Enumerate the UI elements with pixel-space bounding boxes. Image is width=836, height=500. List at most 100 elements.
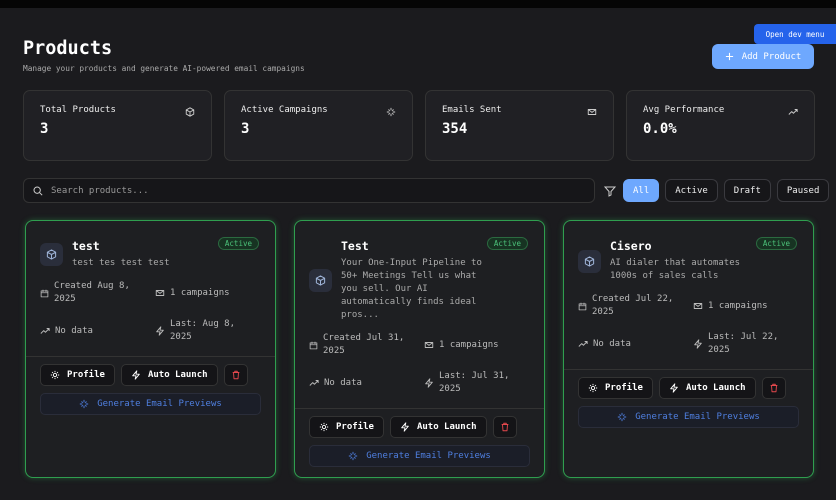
meta-created: Created Jul 22, 2025	[578, 293, 693, 319]
cube-icon	[315, 275, 326, 286]
divider	[26, 356, 275, 357]
auto-launch-label: Auto Launch	[685, 383, 746, 393]
plus-icon	[725, 52, 733, 61]
calendar-icon	[309, 341, 318, 349]
generate-label: Generate Email Previews	[366, 451, 491, 461]
search-placeholder: Search products...	[51, 185, 149, 196]
performance: No data	[324, 377, 362, 388]
trash-icon	[232, 370, 239, 380]
trend-icon	[578, 341, 588, 347]
bolt-icon	[670, 383, 678, 393]
campaign-count: 1 campaigns	[170, 287, 230, 298]
delete-button[interactable]	[761, 377, 786, 399]
status-badge: Active	[755, 237, 797, 250]
filter-button[interactable]: Draft	[723, 179, 771, 202]
product-description: AI dialer that automates 1000s of sales …	[610, 258, 741, 281]
product-card: Active test test tes test test Created Au…	[25, 220, 276, 478]
product-icon	[40, 243, 63, 266]
profile-button[interactable]: Profile	[40, 364, 115, 386]
auto-launch-button[interactable]: Auto Launch	[120, 364, 218, 386]
filter-icon	[604, 186, 616, 197]
profile-button[interactable]: Profile	[309, 416, 384, 438]
sparkle-icon	[80, 399, 89, 409]
bolt-icon	[156, 326, 164, 336]
gear-icon	[50, 370, 60, 380]
auto-launch-label: Auto Launch	[416, 422, 477, 432]
stats-row: Total Products 3 Active Campaigns 3 Emails S…	[23, 90, 815, 161]
page-title: Products	[23, 38, 113, 59]
meta-created: Created Jul 31, 2025	[309, 332, 424, 358]
product-card: Active Test Your One-Input Pipeline to 50…	[294, 220, 545, 478]
profile-label: Profile	[605, 383, 643, 393]
generate-label: Generate Email Previews	[635, 412, 760, 422]
sparkle-icon	[618, 412, 627, 422]
auto-launch-button[interactable]: Auto Launch	[389, 416, 487, 438]
meta-performance: No data	[578, 331, 693, 357]
auto-launch-label: Auto Launch	[147, 370, 208, 380]
cube-icon	[46, 249, 57, 260]
trash-icon	[770, 383, 777, 393]
add-product-button[interactable]: Add Product	[712, 44, 814, 69]
stat-card: Active Campaigns 3	[224, 90, 413, 161]
mail-icon	[155, 290, 165, 296]
divider	[564, 369, 813, 370]
stat-label: Active Campaigns	[241, 105, 328, 115]
auto-launch-button[interactable]: Auto Launch	[658, 377, 756, 399]
status-badge: Active	[217, 237, 259, 250]
trend-icon	[309, 380, 319, 386]
bolt-icon	[694, 339, 702, 349]
status-badge: Active	[486, 237, 528, 250]
meta-campaigns: 1 campaigns	[155, 280, 261, 306]
stat-card: Emails Sent 354	[425, 90, 614, 161]
created-date: Created Aug 8, 2025	[54, 281, 130, 304]
stat-value: 3	[241, 121, 250, 137]
generate-button[interactable]: Generate Email Previews	[40, 393, 261, 415]
stat-value: 3	[40, 121, 49, 137]
filter-button[interactable]: Paused	[776, 179, 830, 202]
profile-label: Profile	[67, 370, 105, 380]
calendar-icon	[40, 289, 49, 297]
last-launch: Last: Jul 22, 2025	[708, 332, 779, 355]
gear-icon	[319, 422, 329, 432]
last-launch: Last: Jul 31, 2025	[439, 371, 510, 394]
add-product-label: Add Product	[741, 51, 802, 62]
filter-button[interactable]: Active	[665, 179, 718, 202]
cube-icon	[185, 107, 195, 117]
trash-icon	[501, 422, 508, 432]
generate-button[interactable]: Generate Email Previews	[309, 445, 530, 467]
product-name: test	[72, 239, 100, 253]
meta-performance: No data	[40, 318, 155, 344]
filter-button[interactable]: All	[623, 179, 660, 202]
bolt-icon	[401, 422, 409, 432]
product-description: Your One-Input Pipeline to 50+ Meetings …	[341, 258, 482, 320]
product-cards: Active test test tes test test Created Au…	[25, 220, 814, 478]
bolt-icon	[132, 370, 140, 380]
last-launch: Last: Aug 8, 2025	[170, 319, 236, 342]
generate-label: Generate Email Previews	[97, 399, 222, 409]
dev-menu-button[interactable]: Open dev menu	[754, 24, 836, 44]
campaign-count: 1 campaigns	[708, 300, 768, 311]
calendar-icon	[578, 302, 587, 310]
meta-last: Last: Jul 31, 2025	[424, 370, 530, 396]
delete-button[interactable]	[223, 364, 248, 386]
created-date: Created Jul 22, 2025	[592, 294, 674, 317]
meta-last: Last: Aug 8, 2025	[155, 318, 261, 344]
search-icon	[33, 186, 43, 196]
generate-button[interactable]: Generate Email Previews	[578, 406, 799, 428]
stat-label: Avg Performance	[643, 105, 725, 115]
search-box[interactable]: Search products...	[23, 178, 595, 203]
page-subtitle: Manage your products and generate AI-pow…	[23, 64, 305, 73]
gear-icon	[588, 383, 598, 393]
top-bar	[0, 0, 836, 8]
meta-last: Last: Jul 22, 2025	[693, 331, 799, 357]
delete-button[interactable]	[492, 416, 517, 438]
product-name: Test	[341, 239, 369, 253]
divider	[295, 408, 544, 409]
trend-icon	[40, 328, 50, 334]
bolt-icon	[425, 378, 433, 388]
product-icon	[578, 249, 601, 273]
stat-value: 0.0%	[643, 121, 677, 137]
product-description: test tes test test	[72, 258, 170, 268]
profile-button[interactable]: Profile	[578, 377, 653, 399]
meta-performance: No data	[309, 370, 424, 396]
